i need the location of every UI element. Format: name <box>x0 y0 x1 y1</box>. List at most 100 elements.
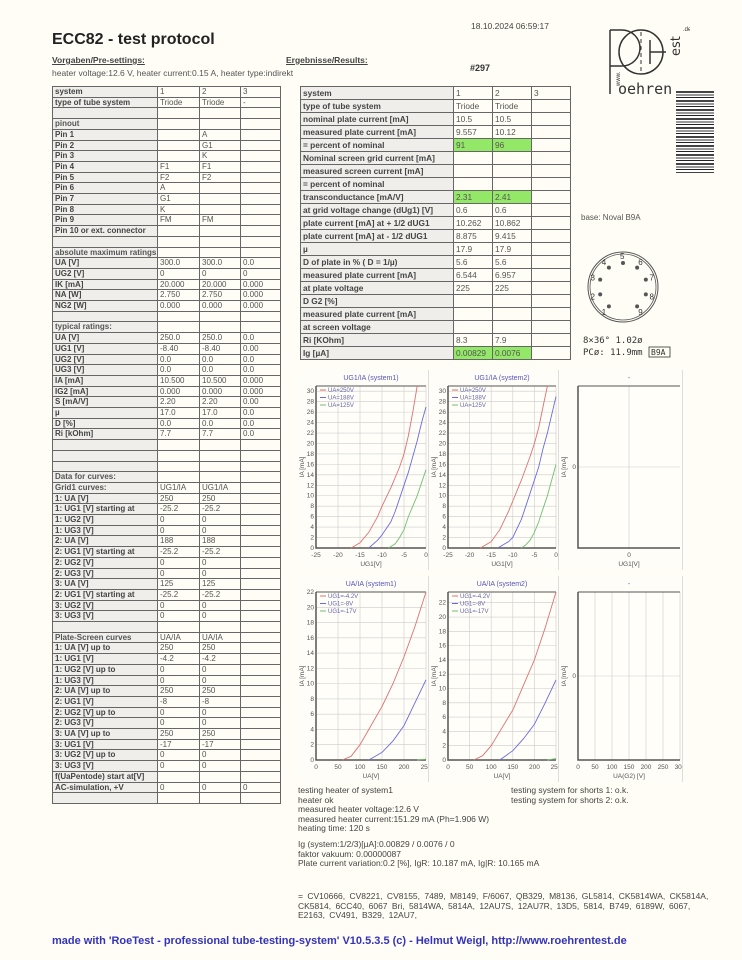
table-row: 1: UG3 [V] 0 0 <box>52 524 281 537</box>
row-label: Pin 3 <box>52 150 158 162</box>
shorts-test-results: testing system for shorts 1: o.k. testin… <box>511 785 629 805</box>
cell-value: 0 <box>240 267 281 280</box>
cell-value <box>492 164 532 178</box>
cell-value: 10.12 <box>492 125 532 139</box>
chart-6: - 0 50 100 150 200 250 300 0 UA(G2) [V] IA [mA] <box>560 576 686 782</box>
cell-value <box>199 310 241 323</box>
row-label: Ri [kOhm] <box>52 428 158 441</box>
cell-value <box>199 471 241 483</box>
cell-value: 0 <box>157 267 200 280</box>
row-label: 1: UG3 [V] <box>52 524 158 537</box>
x-axis-label: UG1[V] <box>618 561 640 568</box>
cell-value: 0 <box>199 663 241 676</box>
cell-value: 0 <box>199 706 241 719</box>
table-row <box>52 792 281 804</box>
cell-value: 300.0 <box>157 257 200 269</box>
equivalent-tubes: = CV10666, CV8221, CV8155, 7489, M8149, … <box>298 891 709 920</box>
series-line-1 <box>350 385 418 549</box>
cell-value: Triode <box>453 99 493 113</box>
row-label: 1: UG1 [V] starting at <box>52 503 158 516</box>
chart-title: - <box>628 581 631 588</box>
cell-value: 10.262 <box>453 216 493 230</box>
table-row: UG2 [V] 0 0 0 <box>52 267 281 280</box>
row-label: 1: UG1 [V] <box>52 653 158 665</box>
y-tick-label: 12 <box>439 482 447 489</box>
table-row: 1: UG2 [V] 0 0 <box>52 514 281 526</box>
cell-value <box>453 177 493 191</box>
table-row: Pin 3 K <box>52 150 281 162</box>
cell-value: 17.9 <box>492 242 532 256</box>
cell-value: 250 <box>157 728 200 740</box>
cell-value <box>240 535 281 548</box>
legend-entry: UG1=-17V <box>328 609 357 615</box>
cell-value <box>199 321 241 334</box>
table-row: Pin 10 or ext. connector <box>52 225 281 237</box>
cell-value: 0.0 <box>157 364 200 376</box>
row-label: 1: UG3 [V] <box>52 674 158 687</box>
table-row: Plate-Screen curves UA/IA UA/IA <box>52 631 281 644</box>
cell-value: 17.0 <box>157 407 200 419</box>
cell-value: 0.6 <box>492 203 532 217</box>
cell-value <box>240 599 281 612</box>
cell-value <box>240 193 281 205</box>
y-tick-label: 22 <box>439 430 447 437</box>
cell-value: 20.000 <box>157 278 200 291</box>
cell-value <box>240 481 281 494</box>
cell-value: 91 <box>453 138 493 152</box>
table-row: Ri [kOhm] 7.7 7.7 0.0 <box>52 428 281 441</box>
table-row: 2: UG2 [V] up to 0 0 <box>52 706 281 719</box>
pin-number: 9 <box>638 308 643 317</box>
cell-value: 0.0 <box>157 353 200 366</box>
cell-value: FM <box>199 214 241 227</box>
cell-value: 0.00 <box>240 396 281 409</box>
x-tick-label: 300 <box>675 764 682 771</box>
table-row: 2: UA [V] up to 250 250 <box>52 685 281 697</box>
cell-value <box>157 621 200 633</box>
cell-value: 7.7 <box>199 428 241 441</box>
cell-value <box>492 177 532 191</box>
cell-value <box>240 107 281 120</box>
legend-entry: UA=125V <box>328 403 354 409</box>
table-row: 3: UG1 [V] -17 -17 <box>52 738 281 751</box>
cell-value: G1 <box>199 139 241 152</box>
table-row: 3: UA [V] up to 250 250 <box>52 728 281 740</box>
heater-line: heating time: 120 s <box>298 823 370 833</box>
cell-value: 225 <box>453 281 493 295</box>
cell-value: 0 <box>199 781 241 794</box>
cell-value: 0.000 <box>240 385 281 398</box>
cell-value <box>240 546 281 558</box>
axis <box>577 386 680 549</box>
table-row: at screen voltage <box>300 320 571 334</box>
x-tick-label: 200 <box>399 764 410 771</box>
x-tick-label: 200 <box>641 764 652 771</box>
y-tick-label: 6 <box>310 711 314 718</box>
y-tick-label: 8 <box>310 503 314 510</box>
cell-value <box>157 471 200 483</box>
row-label: IA [mA] <box>52 374 158 387</box>
y-tick-label: 6 <box>310 514 314 521</box>
legend-entry: UG1=-4.2V <box>460 594 490 600</box>
cell-value: Triode <box>157 96 200 109</box>
cell-value: 225 <box>492 281 532 295</box>
y-tick-label: 0 <box>442 545 446 552</box>
y-tick-label: 14 <box>307 650 315 657</box>
row-label: 1: UG2 [V] <box>52 514 158 526</box>
cell-value <box>531 99 571 113</box>
table-row: Pin 5 F2 F2 <box>52 171 281 184</box>
x-tick-label: -15 <box>486 552 496 559</box>
cell-value <box>157 150 200 162</box>
y-tick-label: 18 <box>439 628 447 635</box>
x-tick-label: 150 <box>377 764 388 771</box>
cell-value: 0 <box>199 760 241 772</box>
cell-value: 0 <box>199 514 241 526</box>
row-label: Ri [KOhm] <box>300 333 454 347</box>
ig-line: Plate current variation:0.2 [%], IgR: 10… <box>298 858 540 868</box>
legend-entry: UA=125V <box>460 403 486 409</box>
table-row: pinout <box>52 118 281 130</box>
pin-dot <box>635 265 640 270</box>
roehrentest-logo: oehren est .de www. <box>609 27 690 98</box>
cell-value: 0 <box>157 556 200 569</box>
table-row: 3: UA [V] 125 125 <box>52 578 281 590</box>
cell-value <box>199 770 241 783</box>
x-tick-label: 100 <box>607 764 618 771</box>
